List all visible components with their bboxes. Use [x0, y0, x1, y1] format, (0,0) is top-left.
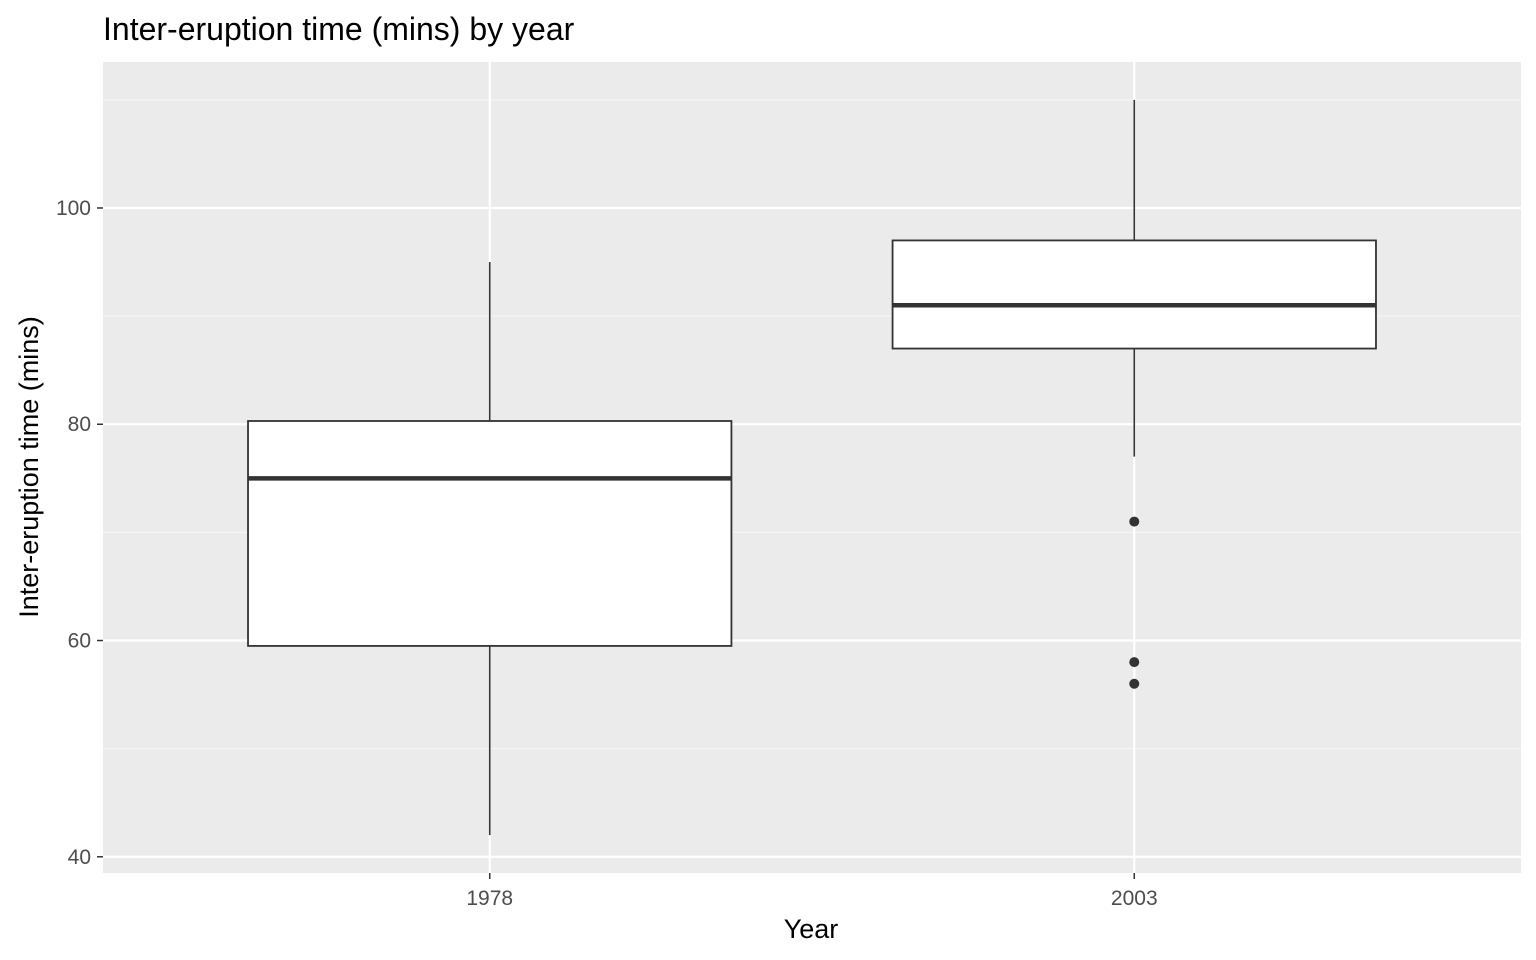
box-series [247, 99, 1377, 836]
x-tick-label: 1978 [466, 887, 513, 910]
y-axis: 40 60 80 100 [56, 197, 103, 869]
x-axis-title: Year [784, 914, 839, 944]
chart-title: Inter-eruption time (mins) by year [103, 11, 575, 47]
y-tick-label: 100 [56, 197, 91, 220]
box-1978 [247, 262, 733, 836]
box-iqr [891, 239, 1377, 350]
y-tick-label: 80 [68, 413, 91, 436]
y-axis-title: Inter-eruption time (mins) [14, 316, 44, 618]
box-2003 [891, 99, 1377, 689]
x-tick-label: 2003 [1111, 887, 1158, 910]
outlier-point [1129, 657, 1140, 668]
box-iqr [247, 420, 733, 647]
y-tick-label: 60 [68, 630, 91, 653]
y-tick-label: 40 [68, 846, 91, 869]
outlier-point [1129, 516, 1140, 527]
x-axis: 1978 2003 [466, 873, 1158, 910]
outlier-point [1129, 678, 1140, 689]
